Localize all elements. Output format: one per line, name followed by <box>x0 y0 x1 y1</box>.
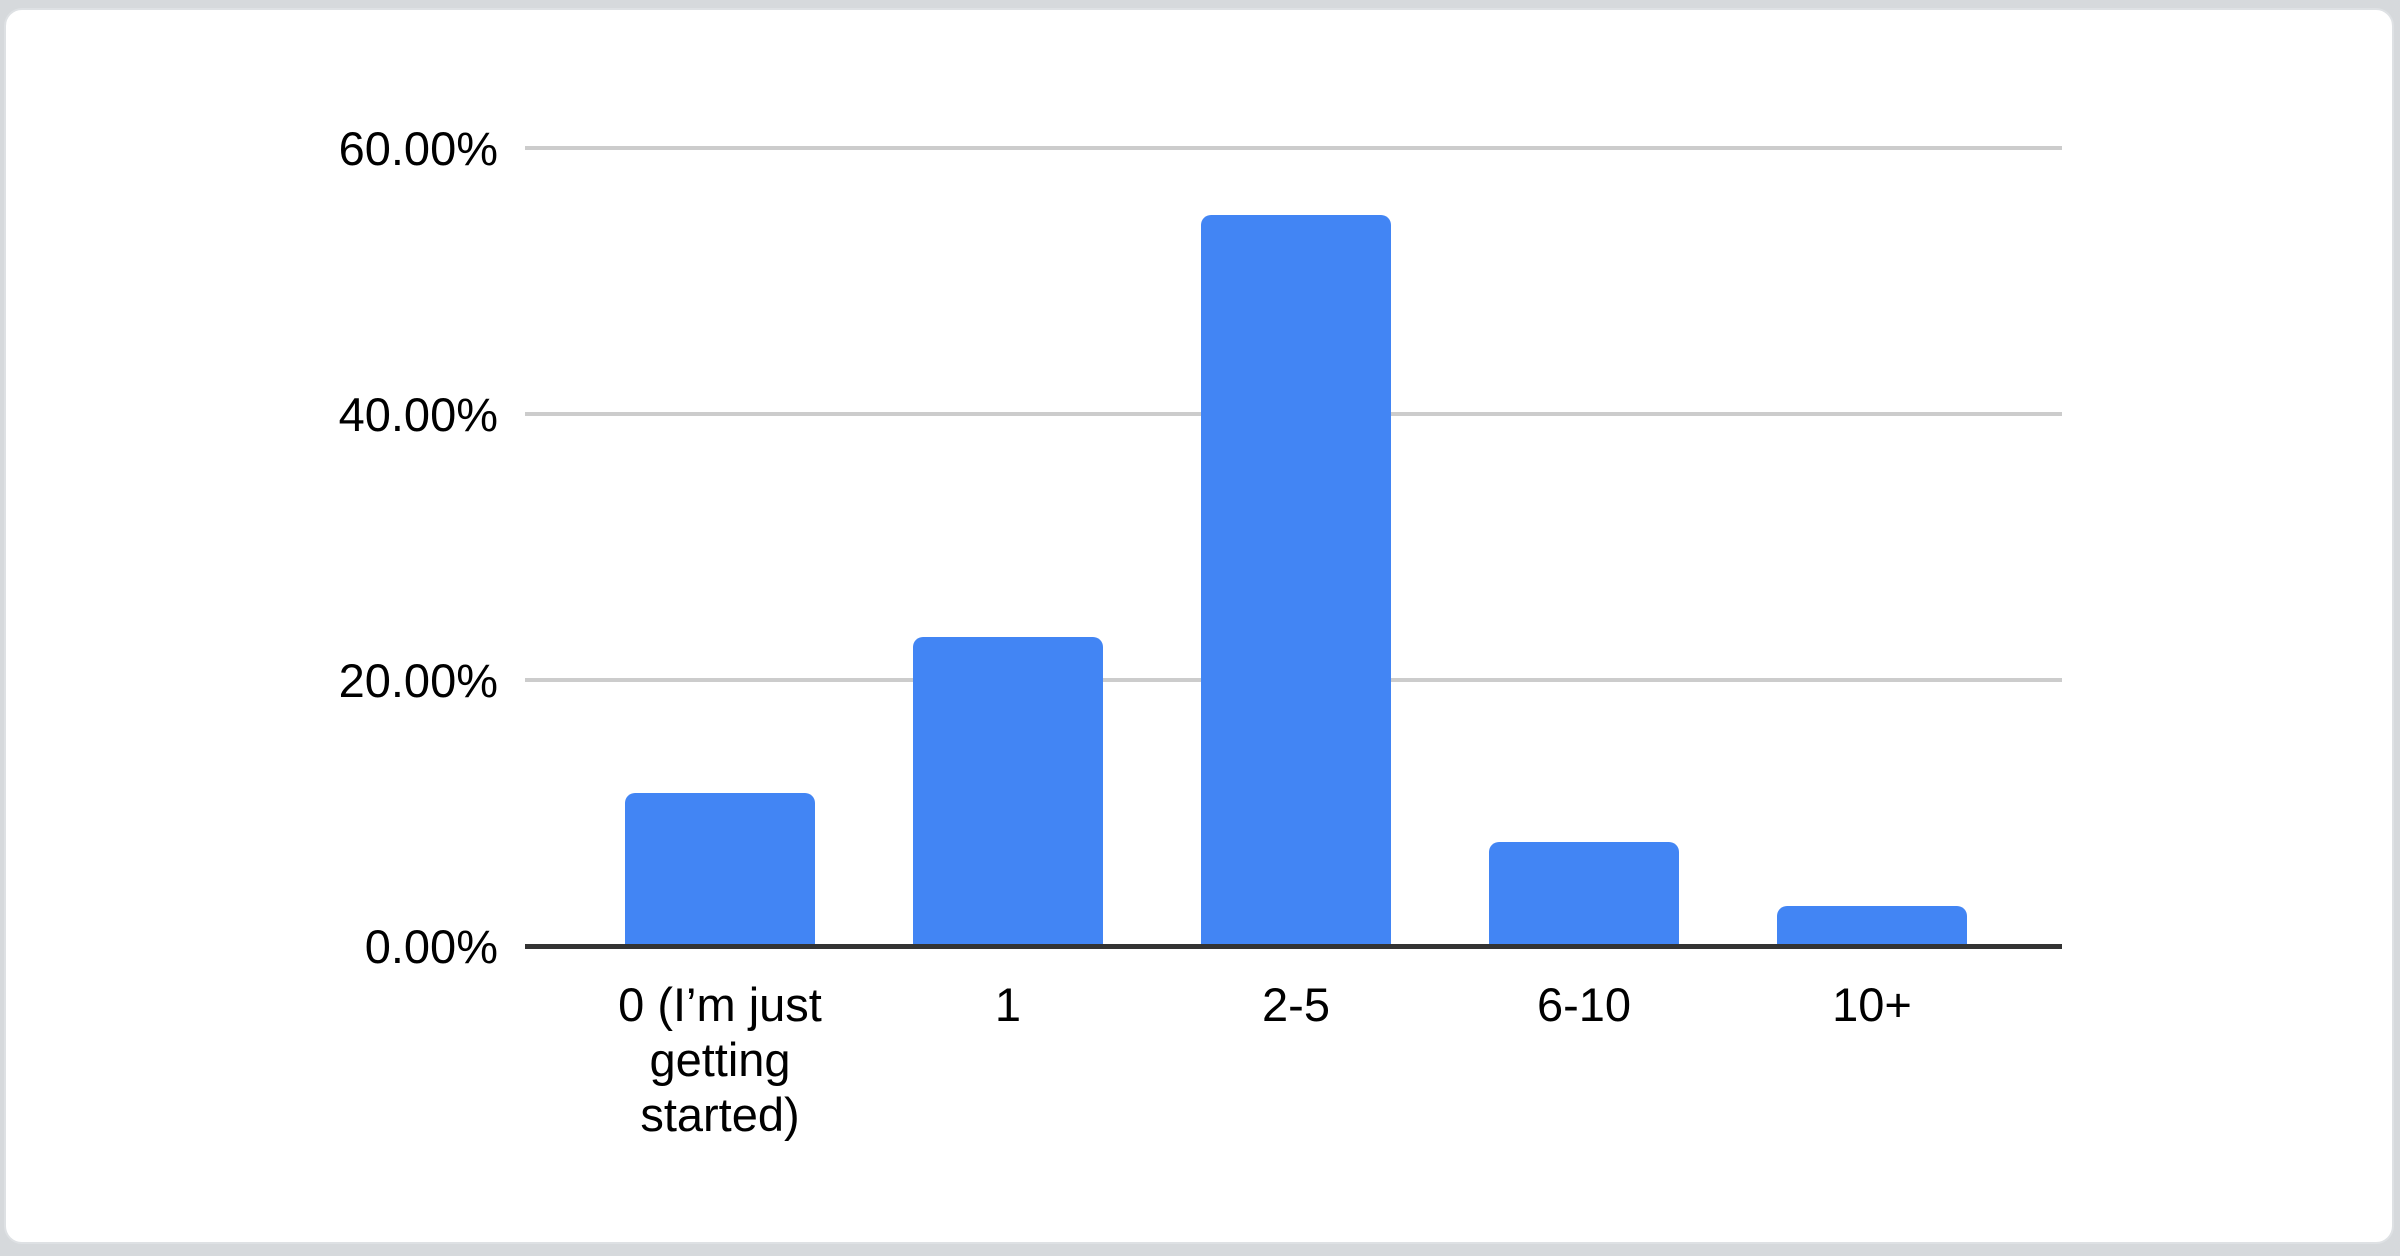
x-axis-category-label: 1 <box>994 978 1022 1031</box>
bar-chart: 0.00% 20.00% 40.00% 60.00% 0 (I’m just getti… <box>6 10 2392 1242</box>
y-axis-tick-label: 20.00% <box>338 654 498 707</box>
y-axis-tick-label: 60.00% <box>338 122 498 175</box>
bar-2 <box>913 637 1103 946</box>
x-axis-category-label: 10+ <box>1832 978 1912 1031</box>
bar-1 <box>625 793 815 946</box>
bar-5 <box>1777 906 1967 946</box>
chart-card: 0.00% 20.00% 40.00% 60.00% 0 (I’m just getti… <box>4 8 2394 1244</box>
x-axis-category-label: 0 (I’m just getting started) <box>618 978 822 1141</box>
x-axis-line <box>525 943 2062 949</box>
gridline <box>525 146 2062 150</box>
bar-3 <box>1201 214 1391 946</box>
x-axis-category-label: 6-10 <box>1536 978 1632 1031</box>
y-axis-tick-label: 40.00% <box>338 388 498 441</box>
x-axis-category-label: 2-5 <box>1262 978 1330 1031</box>
y-axis-tick-label: 0.00% <box>364 920 498 973</box>
bar-4 <box>1489 842 1679 946</box>
